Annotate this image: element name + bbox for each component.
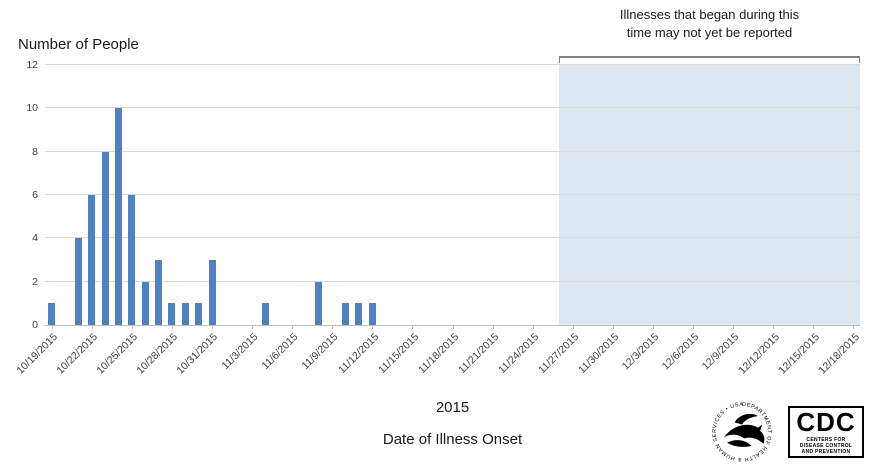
annotation-line-1: Illnesses that began during this [619, 7, 800, 22]
x-tick-label: 10/19/2015 [14, 331, 61, 377]
x-tick-label: 10/31/2015 [174, 331, 221, 377]
x-tick-label: 12/15/2015 [776, 331, 822, 377]
case-bar [48, 303, 56, 325]
x-tick-label: 12/6/2015 [659, 331, 702, 373]
y-axis-title: Number of People [18, 36, 139, 53]
plot-area [45, 64, 860, 326]
shaded-region-annotation: Illnesses that began during this time ma… [559, 6, 860, 42]
cdc-logo: CDC CENTERS FOR DISEASE CONTROL AND PREV… [788, 406, 864, 458]
x-tick-mark [572, 325, 574, 329]
case-bar [315, 281, 323, 325]
x-tick-mark [853, 325, 855, 329]
eagle-icon [723, 413, 765, 447]
case-bar [261, 303, 269, 325]
footer-logos: DEPARTMENT OF HEALTH & HUMAN SERVICES • … [710, 400, 864, 464]
case-bar [88, 195, 96, 325]
x-tick-label: 12/3/2015 [619, 331, 662, 373]
y-tick-label: 2 [32, 275, 38, 288]
x-tick-label: 10/28/2015 [134, 331, 181, 377]
x-tick-mark [652, 325, 654, 329]
x-tick-label: 11/21/2015 [455, 331, 502, 377]
x-tick-mark [452, 325, 454, 329]
x-tick-label: 10/25/2015 [94, 331, 141, 377]
x-tick-label: 11/12/2015 [335, 331, 381, 377]
case-bar [168, 303, 176, 325]
x-tick-label: 11/24/2015 [496, 331, 542, 377]
x-tick-mark [292, 325, 294, 329]
gridline [45, 280, 860, 282]
x-tick-label: 11/9/2015 [299, 331, 341, 372]
gridline [45, 237, 860, 239]
x-tick-label: 11/15/2015 [375, 331, 421, 377]
x-tick-label: 12/9/2015 [700, 331, 742, 373]
x-tick-mark [372, 325, 374, 329]
unreported-period-shade [559, 65, 860, 325]
x-axis-title: Date of Illness Onset [382, 431, 523, 448]
x-tick-label: 11/6/2015 [259, 331, 301, 372]
case-bar [128, 195, 136, 325]
x-tick-label: 11/30/2015 [576, 331, 622, 377]
case-bar [141, 281, 149, 325]
case-bar [181, 303, 189, 325]
y-tick-label: 12 [26, 59, 38, 71]
cdc-logo-subtext: CENTERS FOR DISEASE CONTROL AND PREVENTI… [799, 436, 853, 456]
y-tick-label: 10 [26, 102, 38, 115]
case-bar [208, 260, 216, 325]
gridline [45, 64, 860, 65]
y-tick-label: 0 [32, 319, 38, 331]
case-bar [155, 260, 163, 325]
case-bar [342, 303, 350, 325]
case-bar [368, 303, 376, 325]
gridline [45, 107, 860, 109]
x-tick-mark [813, 325, 815, 329]
x-tick-mark [773, 325, 775, 329]
x-tick-mark [692, 325, 694, 329]
x-tick-mark [252, 325, 254, 329]
y-tick-label: 8 [32, 145, 38, 158]
case-bar [195, 303, 203, 325]
x-tick-mark [212, 325, 213, 329]
x-tick-mark [733, 325, 735, 329]
gridline [45, 194, 860, 195]
y-tick-label: 6 [32, 189, 38, 201]
hhs-seal-logo: DEPARTMENT OF HEALTH & HUMAN SERVICES • … [712, 402, 772, 462]
x-tick-mark [612, 325, 614, 329]
x-tick-mark [51, 325, 53, 329]
case-bar [355, 303, 363, 325]
x-tick-mark [91, 325, 93, 329]
x-tick-mark [532, 325, 534, 329]
annotation-line-2: time may not yet be reported [626, 24, 793, 40]
y-tick-label: 4 [32, 232, 38, 245]
x-tick-label: 11/3/2015 [219, 331, 261, 372]
case-bar [74, 238, 82, 325]
case-bar [101, 151, 109, 325]
unreported-period-bracket [559, 56, 860, 63]
x-axis-year-label: 2015 [435, 399, 470, 416]
x-tick-mark [412, 325, 414, 329]
cdc-logo-text: CDC [796, 406, 856, 437]
x-tick-mark [332, 325, 334, 329]
x-tick-mark [131, 325, 133, 329]
x-tick-label: 11/27/2015 [536, 331, 582, 377]
x-tick-label: 10/22/2015 [54, 331, 101, 377]
x-tick-label: 12/12/2015 [735, 331, 782, 377]
x-tick-mark [171, 325, 173, 329]
x-tick-label: 12/18/2015 [816, 331, 862, 377]
x-tick-label: 11/18/2015 [415, 331, 461, 377]
gridline [45, 150, 860, 152]
case-bar [114, 108, 122, 325]
x-tick-mark [492, 325, 494, 329]
